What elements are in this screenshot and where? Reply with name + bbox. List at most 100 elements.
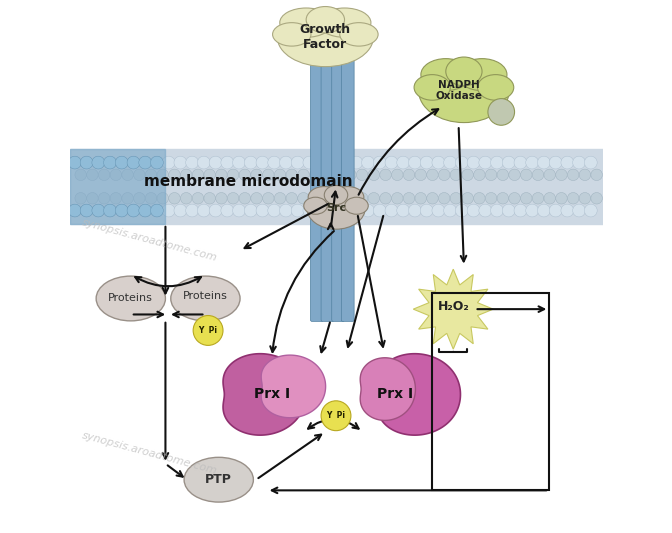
Circle shape [333,192,345,204]
Circle shape [321,401,351,431]
Circle shape [462,192,473,204]
Circle shape [549,204,562,217]
Ellipse shape [421,59,470,91]
Circle shape [356,192,368,204]
Circle shape [221,204,234,217]
Circle shape [80,156,93,169]
Circle shape [92,156,105,169]
Circle shape [321,169,333,181]
Circle shape [157,192,169,204]
Circle shape [291,156,304,169]
Circle shape [310,192,321,204]
Ellipse shape [184,457,253,502]
Circle shape [403,192,415,204]
Circle shape [345,192,356,204]
Circle shape [169,169,180,181]
FancyBboxPatch shape [341,41,354,321]
Circle shape [362,204,374,217]
Circle shape [415,169,427,181]
Circle shape [333,169,345,181]
Circle shape [444,204,456,217]
Circle shape [385,204,398,217]
Circle shape [521,169,532,181]
Circle shape [514,156,527,169]
Polygon shape [360,358,415,421]
Circle shape [151,204,163,217]
Text: PTP: PTP [206,473,233,486]
Ellipse shape [304,197,327,214]
Text: Growth
Factor: Growth Factor [300,23,351,51]
Circle shape [274,169,286,181]
Circle shape [561,156,574,169]
Circle shape [415,192,427,204]
Circle shape [368,169,380,181]
Circle shape [380,169,391,181]
Circle shape [139,204,152,217]
Circle shape [327,204,339,217]
Circle shape [403,169,415,181]
Circle shape [392,169,403,181]
Circle shape [103,204,116,217]
Circle shape [385,156,398,169]
Circle shape [544,192,556,204]
Circle shape [396,156,409,169]
Text: NADPH
Oxidase: NADPH Oxidase [435,80,482,101]
Ellipse shape [345,197,368,214]
Circle shape [280,204,292,217]
Circle shape [267,204,281,217]
Circle shape [192,192,204,204]
Circle shape [145,192,157,204]
Circle shape [438,169,450,181]
Circle shape [221,156,234,169]
Circle shape [181,192,192,204]
Circle shape [139,204,152,217]
Circle shape [151,204,163,217]
Circle shape [251,192,262,204]
Circle shape [169,192,180,204]
Circle shape [467,156,480,169]
Circle shape [544,169,556,181]
Text: Proteins: Proteins [183,291,228,301]
Polygon shape [261,355,326,418]
Circle shape [116,204,128,217]
Circle shape [509,192,520,204]
Circle shape [549,156,562,169]
Circle shape [579,192,591,204]
Circle shape [485,192,497,204]
Circle shape [227,169,239,181]
Circle shape [356,169,368,181]
Circle shape [444,156,456,169]
Circle shape [122,192,133,204]
Ellipse shape [306,187,366,229]
Circle shape [251,169,262,181]
Circle shape [75,192,87,204]
Text: Prx I: Prx I [254,387,290,401]
Ellipse shape [280,8,333,37]
Circle shape [204,192,216,204]
Circle shape [409,204,421,217]
Circle shape [420,204,433,217]
Circle shape [374,156,386,169]
Circle shape [502,156,515,169]
Ellipse shape [273,22,311,46]
Circle shape [291,204,304,217]
Circle shape [362,156,374,169]
FancyBboxPatch shape [69,149,165,224]
Ellipse shape [457,59,507,91]
Circle shape [103,204,116,217]
Circle shape [392,192,403,204]
Circle shape [567,169,579,181]
Circle shape [80,204,93,217]
Circle shape [491,204,503,217]
Circle shape [151,156,163,169]
Circle shape [502,204,515,217]
Text: Y  Pi: Y Pi [199,326,218,335]
Circle shape [193,316,223,345]
Circle shape [427,192,438,204]
Circle shape [462,169,473,181]
Circle shape [204,169,216,181]
Circle shape [485,169,497,181]
Circle shape [286,192,298,204]
Circle shape [139,156,152,169]
Text: synopsis.aroadtome.com: synopsis.aroadtome.com [81,430,218,476]
